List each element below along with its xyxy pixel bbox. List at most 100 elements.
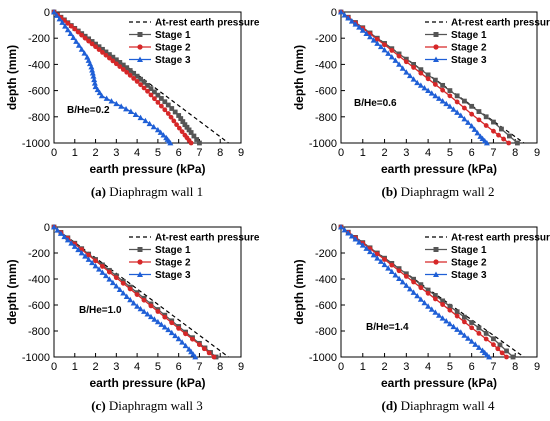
y-tick-label: -400 [28, 274, 50, 286]
data-point [79, 247, 85, 252]
data-point [465, 119, 472, 125]
data-point [171, 118, 177, 124]
data-point [86, 252, 92, 258]
data-point [158, 321, 165, 327]
series-stage-3 [51, 224, 199, 360]
y-tick-label: -600 [315, 86, 337, 98]
ratio-annotation: B/He=1.4 [366, 322, 409, 333]
series-stage-2 [338, 9, 512, 146]
data-point [186, 127, 192, 133]
data-point [51, 224, 57, 230]
legend-label: Stage 2 [451, 43, 487, 54]
x-tick-label: 0 [338, 147, 344, 159]
caption-text: Diaphragm wall 4 [397, 398, 495, 413]
data-point [191, 133, 197, 139]
data-point [396, 275, 403, 281]
y-axis-label: depth (mm) [5, 259, 19, 324]
data-point [418, 282, 424, 288]
y-tick-label: 0 [331, 7, 337, 19]
data-point [169, 106, 175, 111]
x-tick-label: 8 [217, 147, 223, 159]
data-point [188, 140, 194, 146]
data-point [120, 67, 126, 72]
data-point [359, 242, 366, 248]
legend-label: Stage 3 [155, 270, 191, 281]
data-point [152, 89, 157, 95]
data-point [432, 296, 438, 302]
data-point [96, 266, 103, 272]
data-point [180, 119, 186, 125]
legend-marker [433, 44, 439, 50]
data-point [381, 46, 388, 53]
data-point [98, 92, 105, 99]
data-point [162, 107, 168, 113]
figure-caption: (c) Diaphragm wall 3 [91, 398, 203, 413]
data-point [54, 227, 61, 233]
data-point [107, 55, 112, 61]
legend-label: At-rest earth pressure [155, 18, 260, 29]
data-point [428, 90, 435, 96]
data-point [388, 268, 395, 275]
y-axis-label: depth (mm) [292, 45, 306, 110]
data-point [142, 117, 149, 124]
data-point [206, 350, 212, 356]
x-tick-label: 0 [338, 361, 344, 373]
data-point [499, 126, 504, 132]
data-point [483, 123, 489, 128]
legend-marker [137, 44, 143, 50]
data-point [155, 92, 161, 98]
data-point [197, 342, 202, 348]
data-point [338, 9, 344, 15]
data-point [462, 105, 467, 111]
data-point [476, 325, 482, 331]
x-tick-label: 9 [238, 361, 244, 373]
legend-marker [137, 56, 143, 62]
data-point [510, 354, 516, 360]
legend-marker [433, 271, 439, 277]
data-point [447, 88, 453, 93]
data-point [425, 303, 432, 309]
data-point [117, 64, 123, 69]
data-point [100, 264, 105, 269]
data-point [100, 46, 105, 52]
data-point [65, 20, 71, 26]
data-point [421, 299, 428, 306]
data-point [64, 237, 71, 243]
data-point [162, 99, 168, 105]
x-tick-label: 5 [447, 361, 453, 373]
data-point [418, 70, 424, 76]
data-point [411, 62, 416, 67]
data-point [188, 130, 194, 135]
data-point [82, 253, 89, 259]
data-point [440, 82, 446, 88]
caption-letter: (d) [381, 398, 397, 413]
data-point [388, 53, 395, 60]
data-point [425, 290, 431, 296]
data-point [425, 287, 431, 293]
data-point [165, 111, 171, 116]
data-point [154, 126, 161, 133]
data-point [96, 44, 102, 50]
x-tick-label: 3 [403, 361, 409, 373]
legend-label: Stage 3 [155, 55, 191, 66]
data-point [172, 109, 178, 115]
y-tick-label: -1000 [22, 352, 50, 364]
x-tick-label: 6 [469, 361, 475, 373]
data-point [495, 346, 501, 352]
data-point [476, 109, 482, 114]
data-point [53, 12, 60, 18]
data-point [403, 282, 410, 288]
data-point [103, 52, 109, 58]
data-point [130, 300, 137, 306]
ratio-annotation: B/He=0.2 [67, 105, 110, 116]
data-point [418, 67, 424, 73]
data-point [385, 265, 392, 271]
plot-frame [340, 226, 538, 358]
data-point [127, 108, 134, 114]
x-tick-label: 8 [512, 147, 518, 159]
x-tick-label: 9 [238, 147, 244, 159]
data-point [469, 320, 475, 325]
data-point [440, 87, 446, 93]
data-point [411, 276, 416, 282]
